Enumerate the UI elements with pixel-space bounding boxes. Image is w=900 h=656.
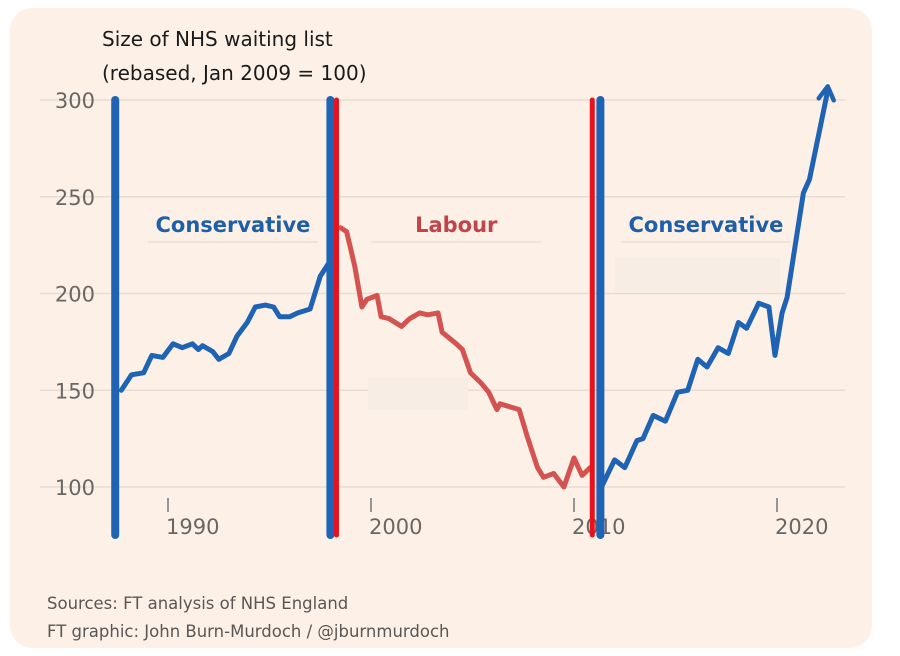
chart-title-block: Size of NHS waiting list (rebased, Jan 2… — [102, 22, 367, 90]
x-tick-label: 2000 — [369, 515, 422, 539]
blurred-patch — [368, 378, 468, 410]
credit-line: FT graphic: John Burn-Murdoch / @jburnmu… — [47, 622, 450, 641]
x-tick-label: 1990 — [166, 515, 219, 539]
y-tick-label: 200 — [55, 283, 95, 307]
y-tick-label: 150 — [55, 379, 95, 403]
series-line-labour — [338, 225, 593, 490]
chart-subtitle: (rebased, Jan 2009 = 100) — [102, 61, 367, 85]
source-line: Sources: FT analysis of NHS England — [47, 594, 349, 613]
blurred-patch — [615, 258, 780, 292]
arrow-head-icon — [816, 84, 836, 103]
sources: Sources: FT analysis of NHS England FT g… — [47, 590, 450, 646]
y-tick-label: 100 — [55, 476, 95, 500]
y-tick-label: 250 — [55, 186, 95, 210]
party-label-labour: Labour — [415, 213, 498, 237]
series-line-conservative — [118, 242, 337, 393]
chart-title: Size of NHS waiting list — [102, 27, 333, 51]
party-label-conservative: Conservative — [155, 213, 310, 237]
y-tick-label: 300 — [55, 89, 95, 113]
party-label-conservative: Conservative — [628, 213, 783, 237]
x-tick-label: 2020 — [775, 515, 828, 539]
